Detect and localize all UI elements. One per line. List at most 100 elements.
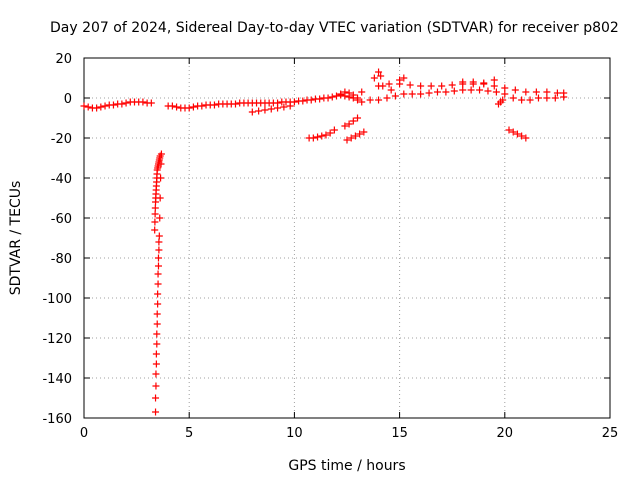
y-axis-label: SDTVAR / TECUs bbox=[8, 181, 24, 296]
data-point bbox=[476, 86, 484, 94]
y-tick-label: -80 bbox=[51, 252, 72, 267]
data-point bbox=[469, 78, 477, 86]
data-point bbox=[274, 104, 282, 112]
data-point bbox=[330, 126, 338, 134]
data-point bbox=[534, 94, 542, 102]
data-point bbox=[511, 86, 519, 94]
data-point bbox=[553, 89, 561, 97]
series-main-b bbox=[164, 91, 362, 112]
data-point bbox=[543, 88, 551, 96]
data-point bbox=[173, 103, 181, 111]
data-point bbox=[408, 90, 416, 98]
data-point bbox=[156, 152, 164, 160]
data-point bbox=[383, 94, 391, 102]
data-point bbox=[425, 89, 433, 97]
data-point bbox=[347, 134, 355, 142]
data-point bbox=[155, 246, 163, 254]
data-point bbox=[155, 238, 163, 246]
y-tick-label: -40 bbox=[51, 172, 72, 187]
data-point bbox=[109, 101, 117, 109]
data-point bbox=[248, 108, 256, 116]
data-point bbox=[307, 96, 315, 104]
data-point bbox=[153, 320, 161, 328]
x-tick-label: 0 bbox=[80, 426, 88, 441]
data-point bbox=[152, 370, 160, 378]
y-tick-label: -120 bbox=[42, 332, 72, 347]
data-point bbox=[154, 270, 162, 278]
series-main-b-lower bbox=[248, 102, 294, 116]
data-point bbox=[139, 98, 147, 106]
data-point bbox=[349, 117, 357, 125]
data-point bbox=[153, 340, 161, 348]
data-point bbox=[154, 290, 162, 298]
data-point bbox=[97, 103, 105, 111]
data-point bbox=[427, 82, 435, 90]
data-point bbox=[484, 87, 492, 95]
data-point bbox=[438, 82, 446, 90]
data-point bbox=[543, 94, 551, 102]
data-point bbox=[152, 350, 160, 358]
data-point bbox=[154, 300, 162, 308]
data-point bbox=[153, 310, 161, 318]
data-point bbox=[417, 82, 425, 90]
data-point bbox=[356, 130, 364, 138]
series-dip-11h bbox=[305, 126, 338, 142]
data-point bbox=[152, 360, 160, 368]
data-point bbox=[379, 82, 387, 90]
data-point bbox=[318, 132, 326, 140]
data-point bbox=[156, 214, 164, 222]
data-point bbox=[560, 89, 568, 97]
data-point bbox=[267, 105, 275, 113]
data-point bbox=[459, 78, 467, 86]
data-point bbox=[189, 103, 197, 111]
data-point bbox=[499, 96, 507, 104]
data-point bbox=[351, 132, 359, 140]
data-point bbox=[396, 76, 404, 84]
x-tick-label: 15 bbox=[391, 426, 408, 441]
data-point bbox=[210, 101, 218, 109]
data-point bbox=[152, 382, 160, 390]
data-point bbox=[349, 91, 357, 99]
data-point bbox=[286, 102, 294, 110]
data-point bbox=[151, 226, 159, 234]
y-tick-label: -20 bbox=[51, 132, 72, 147]
data-point bbox=[490, 82, 498, 90]
data-point bbox=[151, 218, 159, 226]
x-tick-label: 25 bbox=[602, 426, 619, 441]
data-point bbox=[168, 102, 176, 110]
data-point bbox=[360, 128, 368, 136]
data-point bbox=[152, 408, 160, 416]
data-point bbox=[332, 92, 340, 100]
data-point bbox=[341, 122, 349, 130]
data-point bbox=[450, 87, 458, 95]
data-point bbox=[151, 210, 159, 218]
data-point bbox=[185, 104, 193, 112]
data-point bbox=[358, 88, 366, 96]
data-point bbox=[518, 96, 526, 104]
x-tick-label: 20 bbox=[497, 426, 514, 441]
data-point bbox=[299, 97, 307, 105]
data-point bbox=[509, 94, 517, 102]
data-point bbox=[366, 96, 374, 104]
data-point bbox=[154, 280, 162, 288]
data-point bbox=[147, 99, 155, 107]
data-point bbox=[526, 96, 534, 104]
data-point bbox=[370, 74, 378, 82]
data-point bbox=[459, 86, 467, 94]
y-tick-label: -60 bbox=[51, 212, 72, 227]
data-point bbox=[385, 80, 393, 88]
data-point bbox=[375, 96, 383, 104]
y-tick-label: -160 bbox=[42, 412, 72, 427]
series-low-arc bbox=[152, 150, 165, 416]
data-point bbox=[280, 103, 288, 111]
data-point bbox=[154, 262, 162, 270]
data-point bbox=[532, 88, 540, 96]
data-points bbox=[80, 68, 568, 416]
data-point bbox=[328, 93, 336, 101]
data-point bbox=[155, 232, 163, 240]
data-point bbox=[433, 88, 441, 96]
y-tick-label: -140 bbox=[42, 372, 72, 387]
data-point bbox=[442, 88, 450, 96]
data-point bbox=[152, 394, 160, 402]
